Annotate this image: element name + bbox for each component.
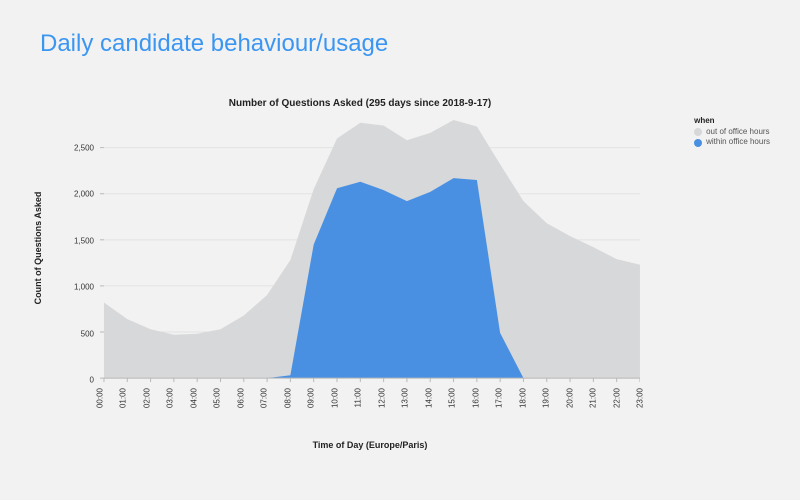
x-tick-label: 00:00 [96, 388, 105, 408]
x-tick-label: 17:00 [495, 388, 504, 408]
plot-area [100, 120, 640, 380]
x-tick-label: 20:00 [565, 388, 574, 408]
y-tick-label: 0 [90, 376, 98, 385]
x-tick-label: 21:00 [589, 388, 598, 408]
x-tick-label: 02:00 [142, 388, 151, 408]
x-tick-label: 08:00 [283, 388, 292, 408]
y-tick-label: 2,500 [74, 143, 98, 152]
y-tick-label: 1,500 [74, 236, 98, 245]
legend-item: within office hours [694, 137, 770, 147]
y-axis-label: Count of Questions Asked [33, 192, 43, 305]
page-title: Daily candidate behaviour/usage [40, 30, 760, 58]
x-tick-label: 11:00 [354, 388, 363, 407]
y-tick-label: 2,000 [74, 190, 98, 199]
legend-title: when [694, 116, 770, 125]
page-root: Daily candidate behaviour/usage Number o… [0, 0, 800, 500]
x-tick-label: 07:00 [260, 388, 269, 408]
x-tick-label: 13:00 [401, 388, 410, 408]
x-tick-label: 03:00 [166, 388, 175, 408]
x-tick-label: 18:00 [518, 388, 527, 408]
y-tick-label: 500 [81, 329, 98, 338]
x-tick-label: 19:00 [542, 388, 551, 408]
x-tick-label: 22:00 [612, 388, 621, 408]
x-tick-label: 15:00 [448, 388, 457, 408]
chart-title: Number of Questions Asked (295 days sinc… [80, 98, 640, 109]
area-chart-svg [100, 120, 640, 384]
x-tick-label: 16:00 [471, 388, 480, 408]
x-axis-label: Time of Day (Europe/Paris) [313, 440, 428, 450]
x-tick-label: 01:00 [119, 388, 128, 408]
x-tick-label: 06:00 [236, 388, 245, 408]
legend: when out of office hourswithin office ho… [694, 116, 770, 148]
legend-swatch-icon [694, 128, 702, 136]
usage-chart: Number of Questions Asked (295 days sinc… [40, 98, 760, 458]
x-tick-label: 10:00 [330, 388, 339, 408]
y-tick-label: 1,000 [74, 283, 98, 292]
x-tick-label: 23:00 [636, 388, 645, 408]
x-tick-label: 04:00 [189, 388, 198, 408]
x-tick-label: 09:00 [307, 388, 316, 408]
legend-item: out of office hours [694, 127, 770, 137]
x-tick-label: 14:00 [424, 388, 433, 408]
legend-label: out of office hours [706, 127, 769, 137]
legend-label: within office hours [706, 137, 770, 147]
legend-swatch-icon [694, 139, 702, 147]
x-tick-label: 12:00 [377, 388, 386, 408]
x-tick-label: 05:00 [213, 388, 222, 408]
